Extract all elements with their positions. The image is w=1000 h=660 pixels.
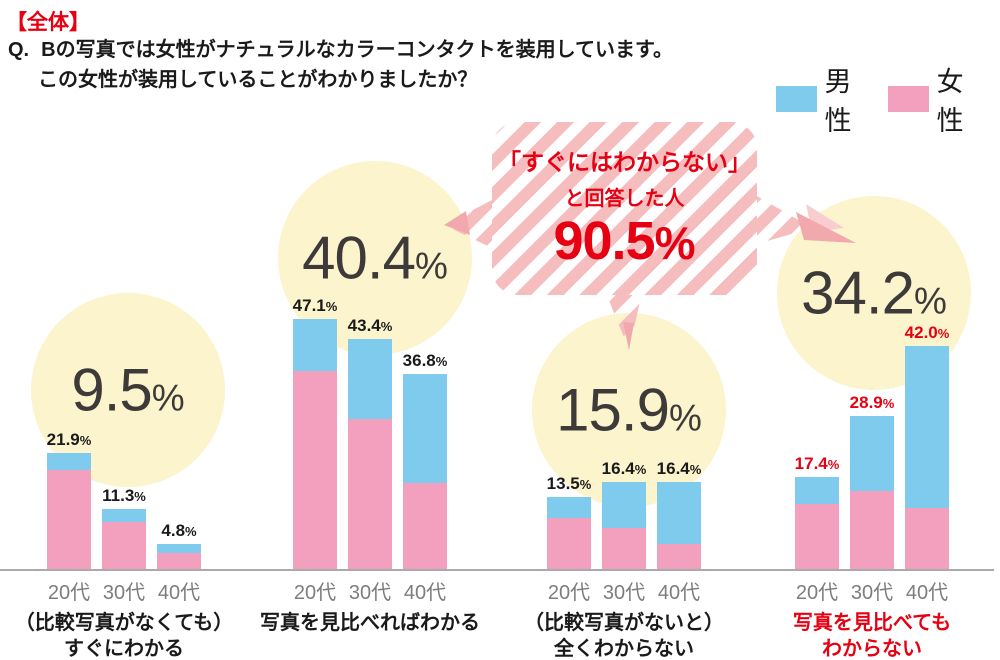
age-label: 40代 [403,582,447,604]
male-segment [293,319,337,371]
highlight-percent: 9.5% [71,356,185,424]
age-label: 20代 [795,582,839,604]
age-label: 20代 [547,582,591,604]
callout-value: 90.5% [553,210,696,271]
female-segment [657,544,701,569]
question-line-2: この女性が装用していることがわかりましたか？ [38,69,478,91]
male-segment [403,373,447,484]
callout-bubble: 「すぐにはわからない」 と回答した人 90.5% [492,122,757,295]
legend-male-label: 男性 [824,67,853,136]
male-segment [795,476,839,504]
bar-value-label: 16.4% [601,459,647,479]
bar-value-label: 17.4% [794,453,840,473]
bar-value-label: 43.4% [347,315,393,335]
bar-value-label: 11.3% [102,486,146,506]
legend: 男性 女性 [776,60,1000,138]
female-segment [102,522,146,569]
highlight-percent: 40.4% [302,224,448,292]
category-label: 写真を見比べればわかる [260,612,480,634]
stacked-bar [47,452,91,569]
bar-value-label: 28.9% [849,392,895,412]
stacked-bar [348,338,392,569]
age-label: 30代 [348,582,392,604]
male-segment [47,452,91,470]
age-label: 40代 [157,582,201,604]
callout-line-1: 「すぐにはわからない」 [498,148,751,175]
callout-line-2: と回答した人 [564,187,685,210]
female-segment [795,503,839,569]
age-label: 30代 [102,582,146,604]
age-label: 40代 [905,582,949,604]
category-label: 写真を見比べても [792,612,952,634]
axis-baseline [0,569,994,571]
male-segment [157,543,201,553]
stacked-bar [157,543,201,569]
question-line-1: Q. Bの写真では女性がナチュラルなカラーコンタクトを装用しています。 [8,33,673,62]
male-segment [102,509,146,523]
stacked-bar [850,415,894,569]
bar-value-label: 16.4% [656,459,702,479]
legend-female-label: 女性 [936,67,965,136]
section-tag: 【全体】 [6,11,90,34]
stacked-bar [403,373,447,569]
male-segment [602,482,646,529]
legend-male-swatch [776,86,817,112]
age-label: 30代 [850,582,894,604]
category-label: （比較写真がなくても） [14,612,234,634]
female-segment [47,469,91,569]
male-segment [850,415,894,491]
category-label: わからない [822,638,922,660]
bar-value-label: 13.5% [546,474,592,494]
callout-value-number: 90.5 [553,210,655,271]
bar-value-label: 4.8% [161,520,197,540]
question-prefix: Q. [8,39,30,61]
stacked-bar [602,482,646,569]
female-segment [850,490,894,569]
legend-female-swatch [888,86,929,112]
male-segment [348,338,392,419]
male-segment [905,346,949,508]
age-label: 40代 [657,582,701,604]
female-segment [547,518,591,569]
category-label: 全くわからない [554,638,694,660]
age-label: 20代 [293,582,337,604]
stacked-bar [293,319,337,569]
female-segment [602,528,646,569]
female-segment [403,483,447,569]
stacked-bar [905,346,949,569]
callout-value-percent-sign: % [654,216,696,269]
stacked-bar [795,476,839,569]
bar-value-label: 42.0% [904,323,950,343]
category-label: （比較写真がないと） [524,612,724,634]
female-segment [348,418,392,569]
male-segment [547,497,591,519]
stacked-bar [657,482,701,569]
stacked-bar [102,509,146,569]
bar-value-label: 21.9% [46,429,92,449]
female-segment [157,552,201,569]
female-segment [293,370,337,569]
male-segment [657,482,701,545]
stacked-bar [547,497,591,569]
bar-value-label: 36.8% [402,350,448,370]
bar-value-label: 47.1% [292,296,338,316]
category-label: すぐにわかる [64,638,184,660]
highlight-percent: 15.9% [556,376,702,444]
question-text-1: Bの写真では女性がナチュラルなカラーコンタクトを装用しています。 [41,39,673,61]
age-label: 20代 [47,582,91,604]
age-label: 30代 [602,582,646,604]
highlight-percent: 34.2% [801,259,947,327]
female-segment [905,507,949,569]
